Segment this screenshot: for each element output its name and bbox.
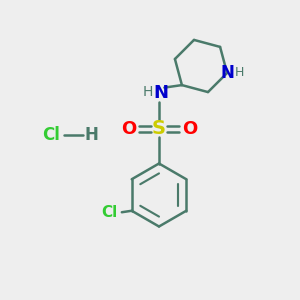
Text: O: O xyxy=(182,120,197,138)
Text: Cl: Cl xyxy=(102,205,118,220)
Text: H: H xyxy=(235,67,244,80)
Text: H: H xyxy=(85,126,98,144)
Text: H: H xyxy=(142,85,153,98)
Text: O: O xyxy=(121,120,136,138)
Text: N: N xyxy=(220,64,234,82)
Text: N: N xyxy=(153,84,168,102)
Text: S: S xyxy=(152,119,166,139)
Text: Cl: Cl xyxy=(42,126,60,144)
